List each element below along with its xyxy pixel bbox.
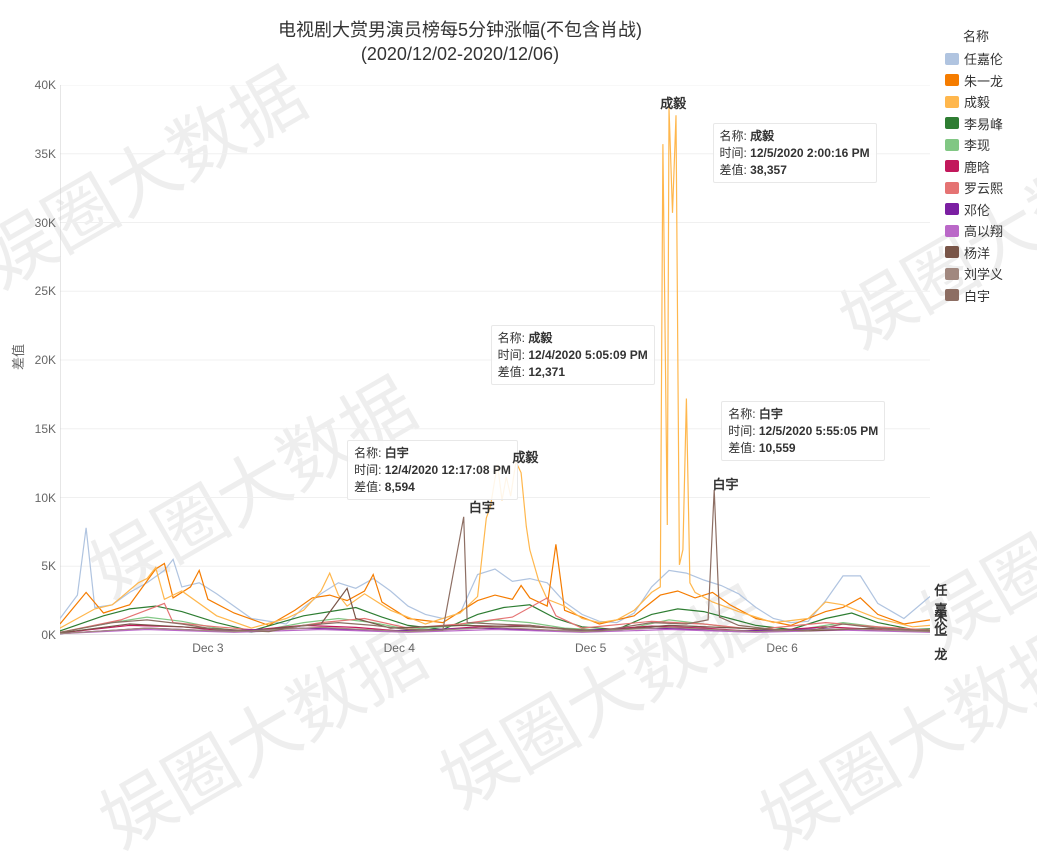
legend-label: 罗云熙 [964, 178, 1003, 197]
legend-item[interactable]: 任嘉伦 [945, 49, 1031, 68]
x-tick-label: Dec 3 [192, 641, 223, 655]
y-tick-label: 35K [35, 147, 56, 161]
y-tick-label: 30K [35, 216, 56, 230]
x-tick-label: Dec 6 [766, 641, 797, 655]
legend-item[interactable]: 刘学义 [945, 264, 1031, 283]
legend-item[interactable]: 罗云熙 [945, 178, 1031, 197]
y-tick-label: 10K [35, 491, 56, 505]
y-axis-label: 差值 [8, 344, 27, 370]
watermark: 娱圈大数据 [738, 597, 1037, 868]
legend-item[interactable]: 成毅 [945, 92, 1031, 111]
annotation-tooltip: 名称: 成毅时间: 12/4/2020 5:05:09 PM差值: 12,371 [491, 325, 655, 385]
legend: 名称 任嘉伦朱一龙成毅李易峰李现鹿晗罗云熙邓伦高以翔杨洋刘学义白宇 [945, 26, 1031, 307]
legend-swatch [945, 117, 959, 129]
chart-title: 电视剧大赏男演员榜每5分钟涨幅(不包含肖战) (2020/12/02-2020/… [0, 18, 920, 66]
legend-item[interactable]: 邓伦 [945, 200, 1031, 219]
y-tick-label: 5K [41, 559, 56, 573]
legend-label: 杨洋 [964, 243, 990, 262]
legend-swatch [945, 225, 959, 237]
legend-label: 李现 [964, 135, 990, 154]
x-tick-label: Dec 5 [575, 641, 606, 655]
y-tick-label: 40K [35, 78, 56, 92]
y-tick-label: 25K [35, 284, 56, 298]
peak-label: 白宇 [469, 497, 495, 516]
y-tick-label: 0K [41, 628, 56, 642]
legend-label: 朱一龙 [964, 71, 1003, 90]
legend-swatch [945, 203, 959, 215]
legend-swatch [945, 160, 959, 172]
chart-container: 娱圈大数据娱圈大数据娱圈大数据娱圈大数据娱圈大数据娱圈大数据娱圈大数据 电视剧大… [0, 0, 1037, 685]
title-line-2: (2020/12/02-2020/12/06) [0, 42, 920, 66]
legend-swatch [945, 74, 959, 86]
legend-label: 成毅 [964, 92, 990, 111]
annotation-tooltip: 名称: 白宇时间: 12/4/2020 12:17:08 PM差值: 8,594 [347, 440, 518, 500]
legend-label: 白宇 [964, 286, 990, 305]
legend-label: 李易峰 [964, 114, 1003, 133]
legend-swatch [945, 246, 959, 258]
legend-item[interactable]: 白宇 [945, 286, 1031, 305]
series-line[interactable] [60, 490, 930, 633]
legend-item[interactable]: 李易峰 [945, 114, 1031, 133]
y-tick-label: 15K [35, 422, 56, 436]
legend-item[interactable]: 李现 [945, 135, 1031, 154]
plot-area[interactable]: 0K5K10K15K20K25K30K35K40KDec 3Dec 4Dec 5… [60, 85, 930, 635]
legend-label: 刘学义 [964, 264, 1003, 283]
legend-label: 高以翔 [964, 221, 1003, 240]
legend-label: 任嘉伦 [964, 49, 1003, 68]
legend-item[interactable]: 朱一龙 [945, 71, 1031, 90]
legend-swatch [945, 53, 959, 65]
title-line-1: 电视剧大赏男演员榜每5分钟涨幅(不包含肖战) [0, 18, 920, 42]
legend-swatch [945, 139, 959, 151]
annotation-tooltip: 名称: 成毅时间: 12/5/2020 2:00:16 PM差值: 38,357 [713, 123, 877, 183]
peak-label: 白宇 [713, 474, 739, 493]
legend-label: 邓伦 [964, 200, 990, 219]
legend-item[interactable]: 高以翔 [945, 221, 1031, 240]
legend-item[interactable]: 杨洋 [945, 243, 1031, 262]
legend-swatch [945, 289, 959, 301]
legend-swatch [945, 268, 959, 280]
x-tick-label: Dec 4 [384, 641, 415, 655]
watermark: 娱圈大数据 [78, 597, 442, 868]
legend-title: 名称 [945, 26, 1031, 45]
series-end-label: 朱一龙 [934, 606, 947, 663]
y-tick-label: 20K [35, 353, 56, 367]
peak-label: 成毅 [512, 447, 538, 466]
legend-swatch [945, 96, 959, 108]
legend-item[interactable]: 鹿晗 [945, 157, 1031, 176]
legend-label: 鹿晗 [964, 157, 990, 176]
annotation-tooltip: 名称: 白宇时间: 12/5/2020 5:55:05 PM差值: 10,559 [721, 401, 885, 461]
peak-label: 成毅 [660, 93, 686, 112]
legend-swatch [945, 182, 959, 194]
